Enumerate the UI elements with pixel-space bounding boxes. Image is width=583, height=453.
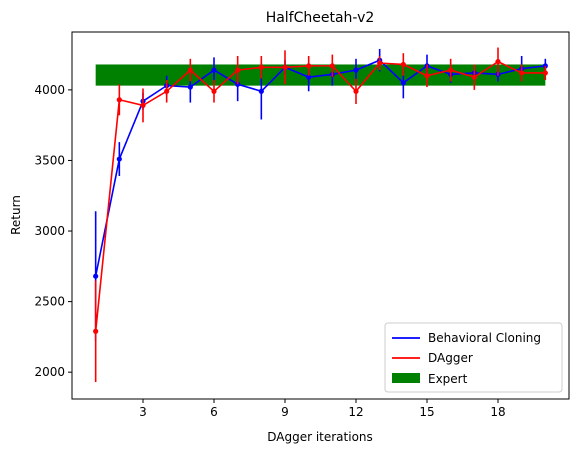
dagger-point [93,329,98,334]
series-behavioral-cloning [93,49,548,341]
y-tick-label: 2500 [34,295,65,309]
legend: Behavioral Cloning DAgger Expert [385,323,562,392]
behavioral-cloning-point [259,89,264,94]
x-axis-label: DAgger iterations [267,430,373,444]
legend-behavioral-cloning-label: Behavioral Cloning [428,331,541,345]
y-tick-label: 3000 [34,224,65,238]
legend-expert-label: Expert [428,372,468,386]
legend-dagger-label: DAgger [428,351,473,365]
x-axis: 3 6 9 12 15 18 [139,399,505,419]
x-tick-label: 18 [490,405,505,419]
dagger-point [235,68,240,73]
dagger-point [495,59,500,64]
dagger-point [353,89,358,94]
chart-title: HalfCheetah-v2 [266,10,375,26]
x-tick-label: 3 [139,405,147,419]
dagger-point [140,103,145,108]
dagger-point [282,65,287,70]
legend-expert-patch [392,373,420,383]
behavioral-cloning-point [401,80,406,85]
dagger-point [377,60,382,65]
x-tick-label: 12 [348,405,363,419]
behavioral-cloning-point [188,84,193,89]
behavioral-cloning-point [211,68,216,73]
dagger-point [543,70,548,75]
dagger-point [259,65,264,70]
dagger-point [472,75,477,80]
dagger-point [306,63,311,68]
x-tick-label: 15 [419,405,434,419]
y-axis-label: Return [9,195,23,235]
behavioral-cloning-point [117,156,122,161]
dagger-point [448,68,453,73]
x-tick-label: 9 [281,405,289,419]
dagger-point [519,70,524,75]
y-tick-label: 2000 [34,365,65,379]
dagger-point [330,63,335,68]
dagger-point [188,68,193,73]
y-axis: 2000 2500 3000 3500 4000 [34,83,72,379]
dagger-line [96,62,546,332]
y-tick-label: 4000 [34,83,65,97]
dagger-point [117,97,122,102]
dagger-point [424,73,429,78]
dagger-point [211,89,216,94]
dagger-point [164,89,169,94]
y-tick-label: 3500 [34,153,65,167]
behavioral-cloning-point [353,68,358,73]
behavioral-cloning-point [93,274,98,279]
dagger-point [401,62,406,67]
x-tick-label: 6 [210,405,218,419]
